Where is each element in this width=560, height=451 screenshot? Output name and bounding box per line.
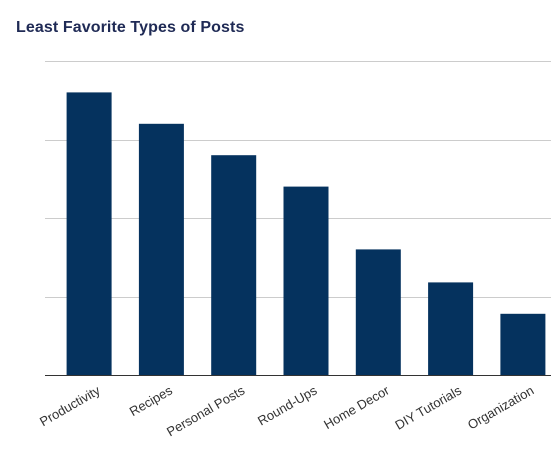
- bar-productivity: [66, 92, 112, 376]
- bar-round-ups: [283, 186, 329, 375]
- x-tick-label: Recipes: [127, 382, 176, 419]
- bar-diy-tutorials: [428, 282, 474, 375]
- x-tick-label: DIY Tutorials: [392, 382, 464, 432]
- bar-home-decor: [355, 249, 401, 375]
- bar-personal-posts: [211, 155, 257, 375]
- chart-title: Least Favorite Types of Posts: [16, 19, 245, 36]
- x-tick-label: Organization: [465, 383, 536, 433]
- x-tick-label: Productivity: [37, 382, 103, 429]
- x-tick-label: Personal Posts: [164, 382, 248, 439]
- bar-recipes: [138, 123, 184, 375]
- bar-organization: [500, 313, 546, 375]
- x-tick-label: Home Decor: [321, 382, 392, 432]
- bars: [66, 92, 546, 376]
- x-tick-label: Round-Ups: [255, 382, 320, 428]
